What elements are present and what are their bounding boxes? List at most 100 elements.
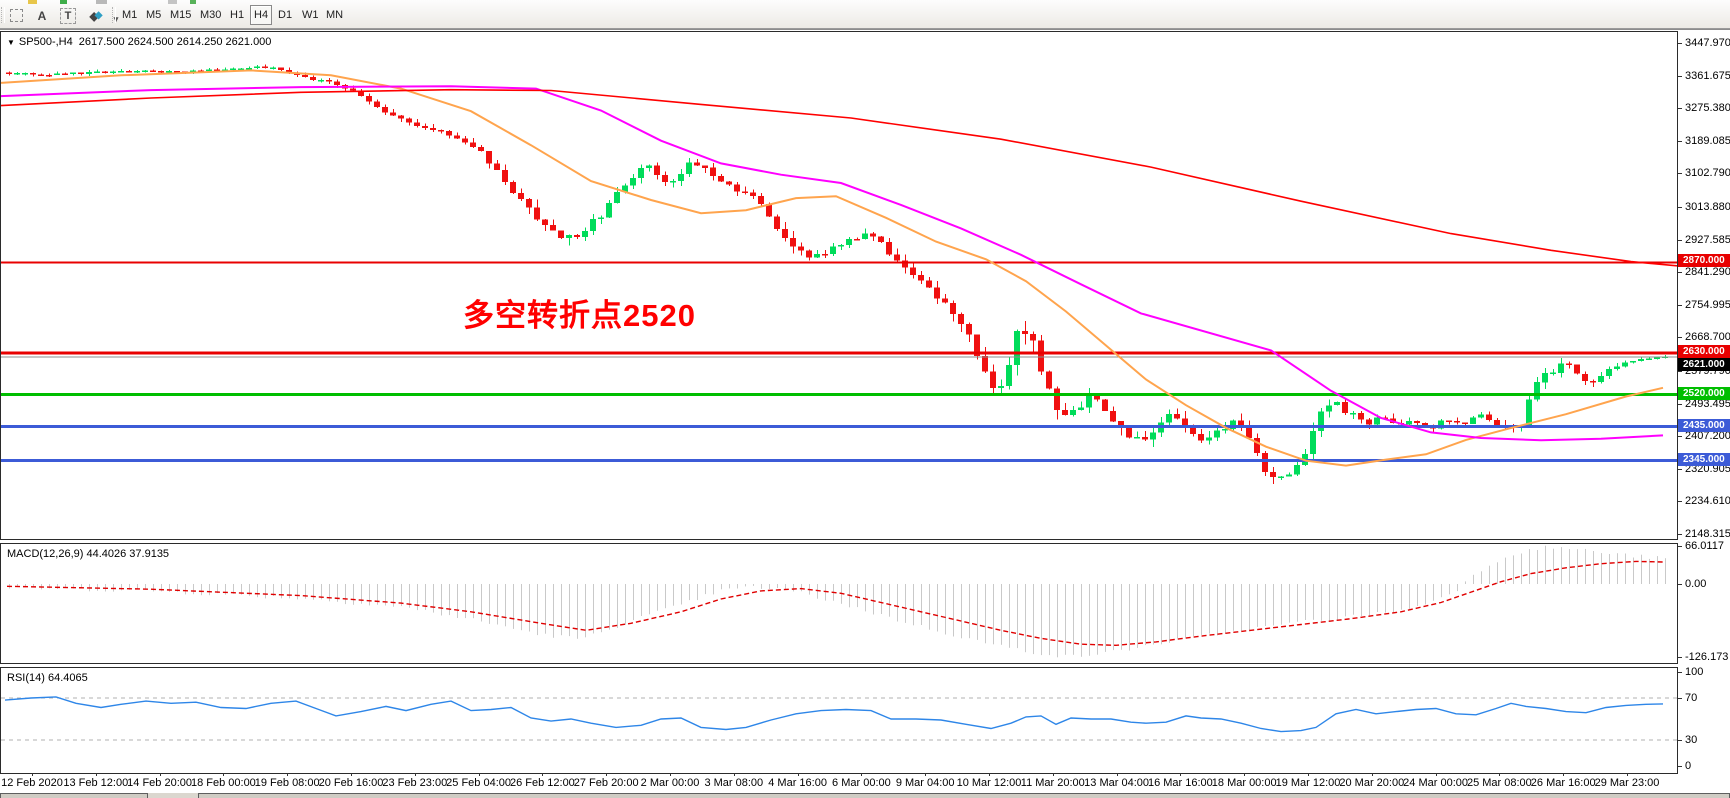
- time-axis-tick: [733, 773, 735, 776]
- time-axis-label: 20 Mar 20:00: [1339, 777, 1405, 789]
- axis-tick: [1678, 740, 1682, 741]
- timeframe-button-m30[interactable]: M30: [200, 9, 222, 21]
- time-axis-tick: [1180, 773, 1182, 776]
- time-axis-tick: [223, 773, 225, 776]
- price-axis-label: 3189.085: [1685, 135, 1730, 147]
- time-axis-tick: [414, 773, 416, 776]
- axis-tick: [1678, 240, 1682, 241]
- scrollbar-segment[interactable]: [0, 793, 148, 798]
- time-axis-label: 19 Feb 08:00: [254, 777, 320, 789]
- axis-tick: [1678, 584, 1682, 585]
- level-price-tag: 2345.000: [1678, 453, 1730, 466]
- price-axis-label: 3102.790: [1685, 167, 1730, 179]
- time-axis[interactable]: 12 Feb 2020 13 Feb 12:00 14 Feb 20:00 18 Fe…: [0, 773, 1678, 793]
- price-chart-panel[interactable]: ▼ SP500-,H4 2617.500 2624.500 2614.250 262…: [0, 31, 1678, 540]
- time-axis-label: 20 Feb 16:00: [318, 777, 384, 789]
- axis-tick: [1678, 436, 1682, 437]
- axis-tick: [1678, 766, 1682, 767]
- time-axis-label: 13 Mar 04:00: [1084, 777, 1150, 789]
- timeframe-button-w1[interactable]: W1: [302, 9, 319, 21]
- macd-panel[interactable]: MACD(12,26,9) 44.4026 37.9135: [0, 543, 1678, 664]
- shapes-tool-icon[interactable]: ◆ ◆: [89, 8, 103, 23]
- price-axis-label: 3361.675: [1685, 70, 1730, 82]
- time-axis-tick: [32, 773, 33, 776]
- chart-title: ▼ SP500-,H4 2617.500 2624.500 2614.250 262…: [7, 36, 277, 48]
- chart-annotation-text[interactable]: 多空转折点2520: [463, 298, 696, 333]
- price-axis-label: 2927.585: [1685, 234, 1730, 246]
- price-axis-label: 3013.880: [1685, 201, 1730, 213]
- time-axis-label: 24 Mar 00:00: [1403, 777, 1469, 789]
- toolbar: A T ◆ ◆ ▾ M1 M5 M15 M30 H1 H4 D1 W1 MN: [0, 0, 1730, 29]
- clipped-icon-fragment: [168, 0, 177, 4]
- timeframe-button-h1[interactable]: H1: [230, 9, 245, 21]
- time-axis-label: 25 Mar 08:00: [1466, 777, 1532, 789]
- time-axis-tick: [351, 773, 352, 776]
- rsi-axis-label: 70: [1685, 692, 1698, 704]
- timeframe-button-m15[interactable]: M15: [170, 9, 192, 21]
- level-price-tag: 2520.000: [1678, 387, 1730, 400]
- clipped-icon-fragment: [60, 0, 67, 4]
- time-axis-tick: [1371, 773, 1373, 776]
- price-axis[interactable]: 3447.970 3361.675 3275.380 3189.085 3102.790…: [1678, 31, 1730, 793]
- price-axis-label: 3275.380: [1685, 102, 1730, 114]
- price-axis-label: 3447.970: [1685, 37, 1730, 49]
- time-axis-label: 18 Mar 00:00: [1211, 777, 1277, 789]
- timeframe-button-h4[interactable]: H4: [250, 5, 273, 25]
- axis-tick: [1678, 672, 1682, 673]
- macd-axis-label: -126.173: [1685, 651, 1729, 663]
- price-axis-label: 2668.700: [1685, 331, 1730, 343]
- macd-axis-label: 0.00: [1685, 578, 1707, 590]
- scrollbar-thumb[interactable]: [198, 793, 1730, 798]
- time-axis-label: 29 Mar 23:00: [1594, 777, 1660, 789]
- axis-tick: [1678, 108, 1682, 109]
- time-axis-tick: [542, 773, 544, 776]
- time-axis-label: 18 Feb 00:00: [190, 777, 256, 789]
- timeframe-button-mn[interactable]: MN: [326, 9, 344, 21]
- time-axis-tick: [1052, 773, 1054, 776]
- clipped-icon-fragment: [190, 0, 196, 4]
- time-axis-label: 9 Mar 04:00: [895, 777, 955, 789]
- horizontal-scrollbar[interactable]: [0, 793, 1730, 798]
- font-size-tool-icon[interactable]: A: [37, 8, 47, 23]
- time-axis-label: 16 Mar 16:00: [1147, 777, 1213, 789]
- axis-tick: [1678, 272, 1682, 273]
- time-axis-label: 13 Feb 12:00: [63, 777, 129, 789]
- time-axis-label: 12 Feb 2020: [1, 777, 63, 789]
- text-label-tool-icon[interactable]: T: [58, 6, 78, 25]
- time-axis-label: 2 Mar 00:00: [640, 777, 700, 789]
- time-axis-tick: [925, 773, 927, 776]
- price-axis-label: 2148.315: [1685, 528, 1730, 540]
- rsi-panel[interactable]: RSI(14) 64.4065: [0, 667, 1678, 774]
- rsi-axis-label: 0: [1685, 760, 1692, 772]
- timeframe-button-m1[interactable]: M1: [122, 9, 138, 21]
- level-price-tag: 2630.000: [1678, 345, 1730, 358]
- axis-tick: [1678, 501, 1682, 502]
- time-axis-label: 25 Feb 04:00: [446, 777, 512, 789]
- axis-tick: [1678, 141, 1682, 142]
- shapes-dropdown-icon[interactable]: ▾: [113, 14, 119, 24]
- time-axis-tick: [159, 773, 161, 776]
- time-axis-label: 11 Mar 20:00: [1020, 777, 1085, 789]
- rsi-axis-label: 100: [1685, 666, 1704, 678]
- clipped-icon-fragment: [96, 0, 107, 4]
- axis-tick: [1678, 305, 1682, 306]
- time-axis-tick: [1563, 773, 1565, 776]
- toolbar-drag-handle[interactable]: [1, 7, 5, 23]
- price-axis-label: 2841.290: [1685, 266, 1730, 278]
- time-axis-label: 27 Feb 20:00: [573, 777, 639, 789]
- chart-window: ▼ SP500-,H4 2617.500 2624.500 2614.250 262…: [0, 29, 1730, 798]
- symbol-dropdown-icon[interactable]: ▼: [7, 38, 15, 47]
- current-price-tag: 2621.000: [1678, 358, 1730, 371]
- axis-tick: [1678, 76, 1682, 77]
- timeframe-button-d1[interactable]: D1: [278, 9, 293, 21]
- axis-tick: [1678, 469, 1682, 470]
- axis-tick: [1678, 337, 1682, 338]
- time-axis-label: 6 Mar 00:00: [832, 777, 891, 789]
- axis-tick: [1678, 534, 1682, 535]
- time-axis-label: 26 Mar 16:00: [1530, 777, 1596, 789]
- timeframe-button-m5[interactable]: M5: [146, 9, 162, 21]
- crosshair-grid-tool-icon[interactable]: [6, 6, 26, 25]
- price-axis-label: 2493.495: [1685, 398, 1730, 410]
- axis-tick: [1678, 404, 1682, 405]
- ohlc-values-label: 2617.500 2624.500 2614.250 2621.000: [78, 36, 272, 48]
